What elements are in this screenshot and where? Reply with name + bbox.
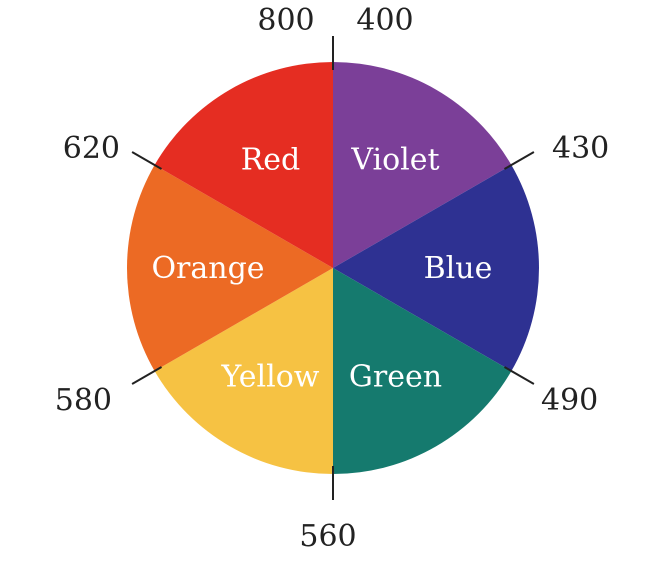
- wheel-sectors: [127, 61, 539, 474]
- wavelength-label-400: 400: [356, 3, 413, 38]
- boundary-tick-2: [503, 366, 535, 385]
- sector-yellow: [154, 268, 333, 474]
- sector-label-violet: Violet: [350, 143, 439, 178]
- wavelength-label-560: 560: [299, 519, 356, 554]
- wavelength-label-490: 490: [541, 383, 598, 418]
- boundary-tick-5: [131, 151, 163, 170]
- wavelength-label-580: 580: [55, 383, 112, 418]
- sector-label-blue: Blue: [424, 251, 493, 286]
- sector-labels: Violet Blue Green Yellow Orange Red: [151, 143, 492, 395]
- wavelength-label-620: 620: [63, 131, 120, 166]
- sector-violet: [333, 62, 512, 268]
- sector-label-red: Red: [241, 143, 301, 178]
- boundary-tick-4: [131, 366, 163, 385]
- wavelength-label-430: 430: [552, 131, 609, 166]
- boundary-tick-1: [503, 151, 535, 170]
- wavelength-labels: 800 400 430 490 560 580 620: [55, 3, 610, 554]
- sector-blue: [333, 165, 539, 371]
- sector-red: [154, 61, 333, 268]
- sector-orange: [127, 165, 334, 371]
- boundary-ticks: [131, 36, 535, 500]
- wavelength-label-800: 800: [257, 3, 314, 38]
- sector-label-yellow: Yellow: [221, 359, 320, 394]
- sector-label-green: Green: [349, 359, 442, 394]
- sector-label-orange: Orange: [151, 251, 264, 286]
- sector-green: [333, 268, 512, 474]
